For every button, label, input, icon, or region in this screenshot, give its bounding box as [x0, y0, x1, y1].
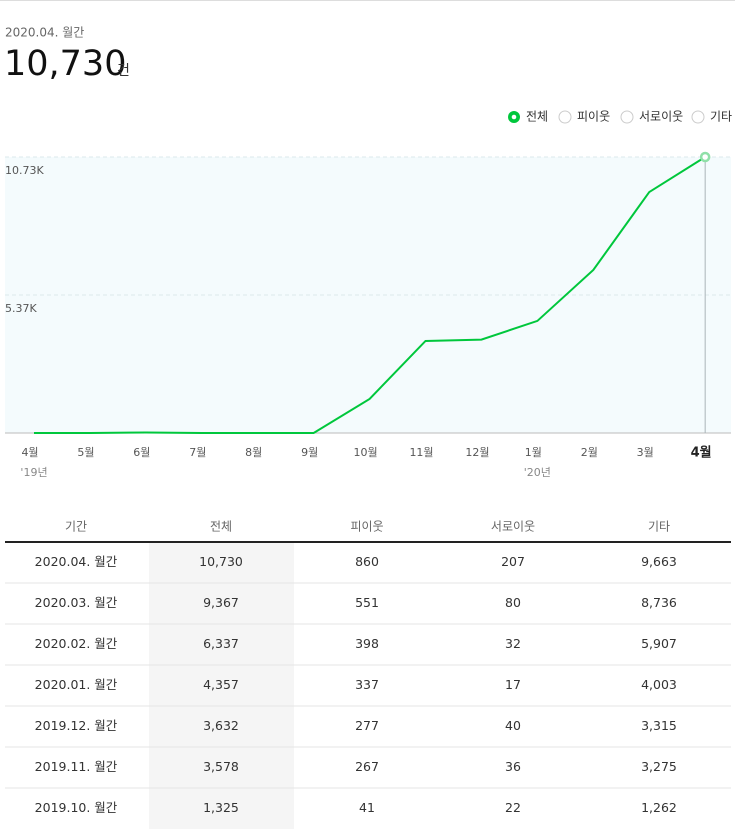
legend-label[interactable]: 서로이웃: [639, 110, 683, 124]
table-cell: 207: [501, 554, 525, 569]
table-cell: 1,262: [641, 800, 677, 815]
year-label: '19년: [20, 466, 47, 479]
table-header: 서로이웃: [491, 520, 535, 534]
x-tick-label: 5월: [77, 446, 94, 459]
table-cell: 1,325: [203, 800, 239, 815]
table-cell: 6,337: [203, 636, 239, 651]
radio-dot: [511, 114, 517, 120]
table-cell: 2019.11. 월간: [35, 759, 118, 774]
table-cell: 2019.10. 월간: [35, 800, 118, 815]
table-cell: 267: [355, 759, 379, 774]
table-cell: 860: [355, 554, 379, 569]
table-cell: 8,736: [641, 595, 677, 610]
unit: 건: [117, 63, 130, 79]
table-cell: 9,663: [641, 554, 677, 569]
x-tick-label: 7월: [189, 446, 206, 459]
table-cell: 3,315: [641, 718, 677, 733]
focus-point: [699, 151, 711, 163]
x-tick-label: 1월: [525, 446, 542, 459]
table-header: 피이웃: [350, 520, 383, 534]
x-tick-label: 12월: [465, 446, 489, 459]
table-cell: 277: [355, 718, 379, 733]
x-tick-label: 3월: [637, 446, 654, 459]
table-header: 전체: [210, 520, 232, 534]
table-cell: 10,730: [199, 554, 243, 569]
table-cell: 40: [505, 718, 521, 733]
table-cell: 22: [505, 800, 521, 815]
legend-label[interactable]: 피이웃: [577, 110, 610, 124]
table-cell: 17: [505, 677, 521, 692]
x-tick-label: 4월: [21, 446, 38, 459]
table-cell: 551: [355, 595, 379, 610]
y-tick-label: 10.73K: [5, 164, 44, 177]
table-cell: 9,367: [203, 595, 239, 610]
x-tick-label: 4월: [691, 445, 712, 461]
total: 10,730: [4, 44, 126, 84]
table-cell: 36: [505, 759, 521, 774]
line-series: [34, 156, 706, 434]
year-label: '20년: [524, 466, 551, 479]
x-tick-label: 6월: [133, 446, 150, 459]
highlight-column: [149, 542, 294, 829]
table-header: 기타: [648, 520, 670, 534]
legend-label[interactable]: 기타: [710, 110, 732, 124]
table-cell: 337: [355, 677, 379, 692]
x-tick-label: 8월: [245, 446, 262, 459]
table-cell: 41: [359, 800, 375, 815]
table-cell: 2020.01. 월간: [35, 677, 118, 692]
table-cell: 32: [505, 636, 521, 651]
table-cell: 3,632: [203, 718, 239, 733]
table-cell: 4,003: [641, 677, 677, 692]
x-tick-label: 9월: [301, 446, 318, 459]
radio-off[interactable]: [620, 110, 634, 124]
table-cell: 2020.03. 월간: [35, 595, 118, 610]
x-tick-label: 11월: [409, 446, 433, 459]
table-cell: 3,578: [203, 759, 239, 774]
legend-label[interactable]: 전체: [526, 110, 548, 124]
table-header: 기간: [65, 520, 87, 534]
y-tick-label: 5.37K: [5, 302, 37, 315]
table-cell: 2019.12. 월간: [35, 718, 118, 733]
radio-off[interactable]: [691, 110, 705, 124]
x-tick-label: 2월: [581, 446, 598, 459]
table-cell: 2020.04. 월간: [35, 554, 118, 569]
table-cell: 3,275: [641, 759, 677, 774]
radio-off[interactable]: [558, 110, 572, 124]
table-cell: 2020.02. 월간: [35, 636, 118, 651]
table-cell: 4,357: [203, 677, 239, 692]
period: 2020.04. 월간: [5, 26, 84, 40]
x-tick-label: 10월: [354, 446, 378, 459]
table-cell: 398: [355, 636, 379, 651]
table-cell: 80: [505, 595, 521, 610]
table-cell: 5,907: [641, 636, 677, 651]
